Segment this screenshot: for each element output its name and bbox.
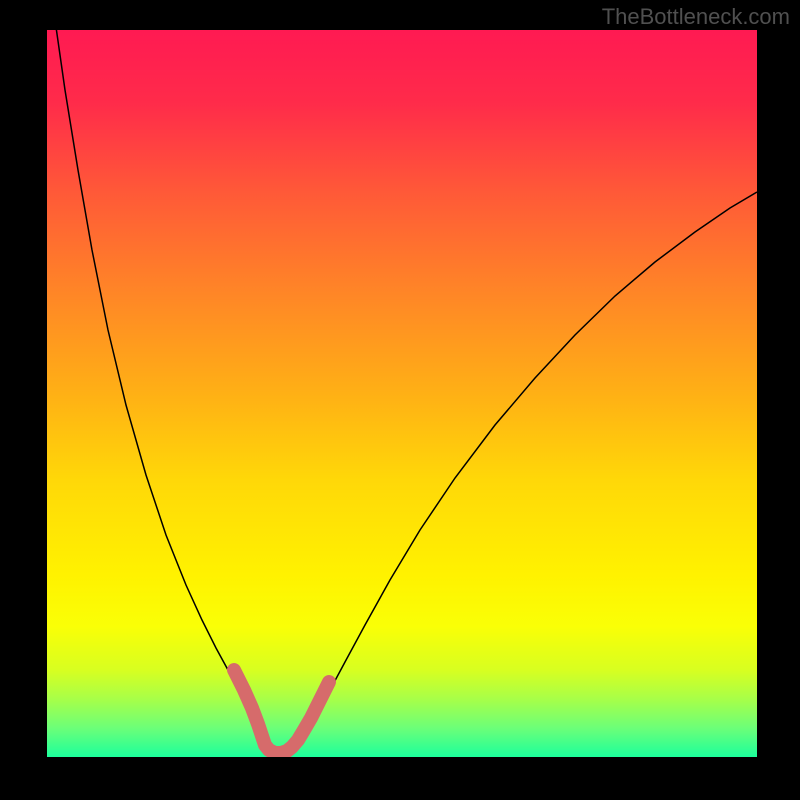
bottleneck-chart: [0, 0, 800, 800]
chart-container: TheBottleneck.com: [0, 0, 800, 800]
watermark-text: TheBottleneck.com: [602, 4, 790, 30]
plot-area: [47, 30, 757, 757]
